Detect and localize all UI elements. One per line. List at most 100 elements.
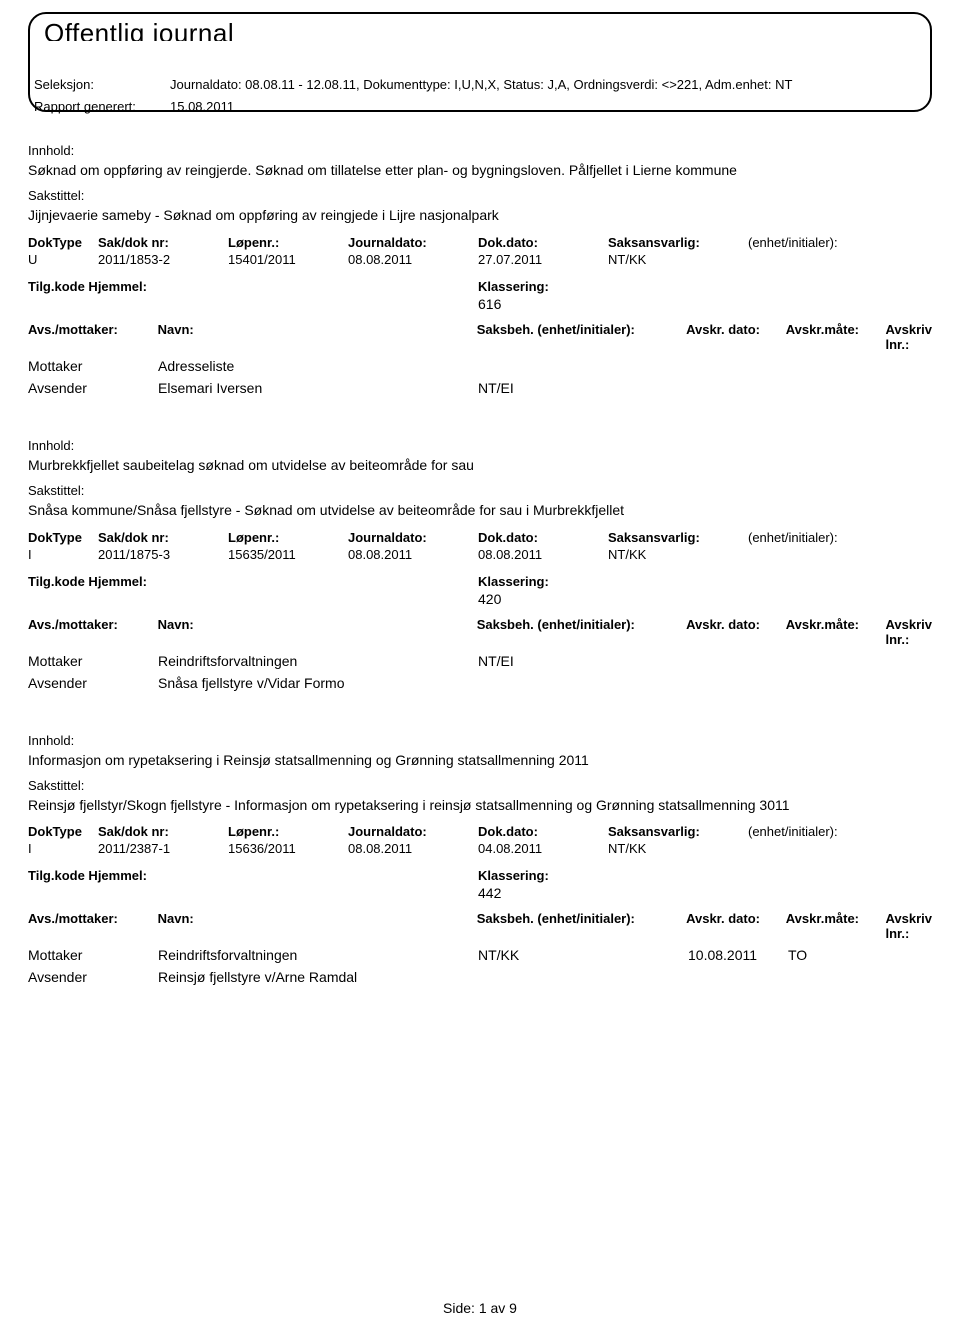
- sakstittel-label: Sakstittel:: [28, 483, 932, 498]
- val-doktype: U: [28, 252, 98, 267]
- klassering-label: Klassering:: [478, 279, 549, 294]
- journal-entry: Innhold: Søknad om oppføring av reingjer…: [28, 143, 932, 396]
- klassering-label: Klassering:: [478, 868, 549, 883]
- hdr-lopenr: Løpenr.:: [228, 530, 348, 545]
- title-box: Offentlig journal: [28, 12, 932, 112]
- hdr-saksansvarlig: Saksansvarlig:: [608, 235, 748, 250]
- column-headers: DokType Sak/dok nr: Løpenr.: Journaldato…: [28, 530, 932, 545]
- hdr-doktype: DokType: [28, 530, 98, 545]
- sakstittel-label: Sakstittel:: [28, 188, 932, 203]
- val-journaldato: 08.08.2011: [348, 252, 478, 267]
- column-values: I 2011/1875-3 15635/2011 08.08.2011 08.0…: [28, 547, 932, 562]
- hdr-avsmottaker: Avs./mottaker:: [28, 322, 158, 352]
- saksbeh-header: Avs./mottaker: Navn: Saksbeh. (enhet/ini…: [28, 911, 932, 941]
- hdr-avskriv-lnr: Avskriv lnr.:: [885, 617, 932, 647]
- column-values: U 2011/1853-2 15401/2011 08.08.2011 27.0…: [28, 252, 932, 267]
- sakstittel-text: Snåsa kommune/Snåsa fjellstyre - Søknad …: [28, 501, 932, 520]
- entries-container: Innhold: Søknad om oppføring av reingjer…: [28, 143, 932, 985]
- party-role: Avsender: [28, 969, 158, 985]
- innhold-text: Informasjon om rypetaksering i Reinsjø s…: [28, 751, 932, 770]
- innhold-text: Søknad om oppføring av reingjerde. Søkna…: [28, 161, 932, 180]
- party-saksbeh: NT/KK: [478, 947, 688, 963]
- val-saksansvarlig: NT/KK: [608, 841, 748, 856]
- tilg-row: Tilg.kode Hjemmel: Klassering:: [28, 279, 932, 294]
- sakstittel-text: Reinsjø fjellstyr/Skogn fjellstyre - Inf…: [28, 796, 932, 815]
- journal-entry: Innhold: Murbrekkfjellet saubeitelag søk…: [28, 438, 932, 691]
- hdr-doktype: DokType: [28, 824, 98, 839]
- hdr-journaldato: Journaldato:: [348, 530, 478, 545]
- party-name: Reinsjø fjellstyre v/Arne Ramdal: [158, 969, 478, 985]
- party-name: Elsemari Iversen: [158, 380, 478, 396]
- party-role: Avsender: [28, 380, 158, 396]
- hdr-avskr-dato: Avskr. dato:: [686, 911, 786, 941]
- innhold-text: Murbrekkfjellet saubeitelag søknad om ut…: [28, 456, 932, 475]
- party-saksbeh: NT/EI: [478, 380, 688, 396]
- page: Offentlig journal Seleksjon: Journaldato…: [0, 0, 960, 1328]
- party-dato: 10.08.2011: [688, 947, 788, 963]
- party-row: Mottaker Adresseliste: [28, 358, 932, 374]
- hdr-journaldato: Journaldato:: [348, 235, 478, 250]
- party-role: Mottaker: [28, 358, 158, 374]
- party-row: Avsender Elsemari Iversen NT/EI: [28, 380, 932, 396]
- hdr-enhet: (enhet/initialer):: [748, 824, 898, 839]
- party-name: Reindriftsforvaltningen: [158, 947, 478, 963]
- page-title: Offentlig journal: [44, 20, 916, 46]
- hdr-avskr-maate: Avskr.måte:: [786, 617, 886, 647]
- val-dokdato: 27.07.2011: [478, 252, 608, 267]
- klassering-value: 420: [478, 591, 932, 607]
- tilg-row: Tilg.kode Hjemmel: Klassering:: [28, 868, 932, 883]
- party-name: Snåsa fjellstyre v/Vidar Formo: [158, 675, 478, 691]
- val-lopenr: 15401/2011: [228, 252, 348, 267]
- hdr-lopenr: Løpenr.:: [228, 824, 348, 839]
- hdr-saksbeh: Saksbeh. (enhet/initialer):: [477, 911, 686, 941]
- hdr-avskr-maate: Avskr.måte:: [786, 322, 886, 352]
- hdr-avskr-dato: Avskr. dato:: [686, 617, 786, 647]
- party-saksbeh: NT/EI: [478, 653, 688, 669]
- hdr-dokdato: Dok.dato:: [478, 824, 608, 839]
- hdr-navn: Navn:: [158, 617, 477, 647]
- val-journaldato: 08.08.2011: [348, 547, 478, 562]
- val-saksansvarlig: NT/KK: [608, 252, 748, 267]
- val-sakdok: 2011/1853-2: [98, 252, 228, 267]
- val-saksansvarlig: NT/KK: [608, 547, 748, 562]
- hdr-avsmottaker: Avs./mottaker:: [28, 911, 158, 941]
- hdr-avskr-dato: Avskr. dato:: [686, 322, 786, 352]
- hdr-doktype: DokType: [28, 235, 98, 250]
- val-journaldato: 08.08.2011: [348, 841, 478, 856]
- val-sakdok: 2011/1875-3: [98, 547, 228, 562]
- party-role: Mottaker: [28, 653, 158, 669]
- hdr-avskriv-lnr: Avskriv lnr.:: [885, 911, 932, 941]
- hdr-saksansvarlig: Saksansvarlig:: [608, 530, 748, 545]
- party-row: Avsender Snåsa fjellstyre v/Vidar Formo: [28, 675, 932, 691]
- journal-entry: Innhold: Informasjon om rypetaksering i …: [28, 733, 932, 986]
- hdr-navn: Navn:: [158, 322, 477, 352]
- val-doktype: I: [28, 547, 98, 562]
- innhold-label: Innhold:: [28, 733, 932, 748]
- val-doktype: I: [28, 841, 98, 856]
- party-role: Avsender: [28, 675, 158, 691]
- hdr-sakdok: Sak/dok nr:: [98, 530, 228, 545]
- party-row: Avsender Reinsjø fjellstyre v/Arne Ramda…: [28, 969, 932, 985]
- hdr-avsmottaker: Avs./mottaker:: [28, 617, 158, 647]
- hdr-dokdato: Dok.dato:: [478, 530, 608, 545]
- tilg-label: Tilg.kode Hjemmel:: [28, 279, 478, 294]
- hdr-avskriv-lnr: Avskriv lnr.:: [885, 322, 932, 352]
- klassering-value: 442: [478, 885, 932, 901]
- klassering-label: Klassering:: [478, 574, 549, 589]
- val-dokdato: 04.08.2011: [478, 841, 608, 856]
- innhold-label: Innhold:: [28, 438, 932, 453]
- hdr-lopenr: Løpenr.:: [228, 235, 348, 250]
- hdr-avskr-maate: Avskr.måte:: [786, 911, 886, 941]
- hdr-saksbeh: Saksbeh. (enhet/initialer):: [477, 322, 686, 352]
- hdr-saksansvarlig: Saksansvarlig:: [608, 824, 748, 839]
- sakstittel-label: Sakstittel:: [28, 778, 932, 793]
- column-headers: DokType Sak/dok nr: Løpenr.: Journaldato…: [28, 824, 932, 839]
- column-values: I 2011/2387-1 15636/2011 08.08.2011 04.0…: [28, 841, 932, 856]
- saksbeh-header: Avs./mottaker: Navn: Saksbeh. (enhet/ini…: [28, 617, 932, 647]
- hdr-navn: Navn:: [158, 911, 477, 941]
- hdr-saksbeh: Saksbeh. (enhet/initialer):: [477, 617, 686, 647]
- tilg-label: Tilg.kode Hjemmel:: [28, 574, 478, 589]
- tilg-label: Tilg.kode Hjemmel:: [28, 868, 478, 883]
- hdr-enhet: (enhet/initialer):: [748, 235, 898, 250]
- hdr-dokdato: Dok.dato:: [478, 235, 608, 250]
